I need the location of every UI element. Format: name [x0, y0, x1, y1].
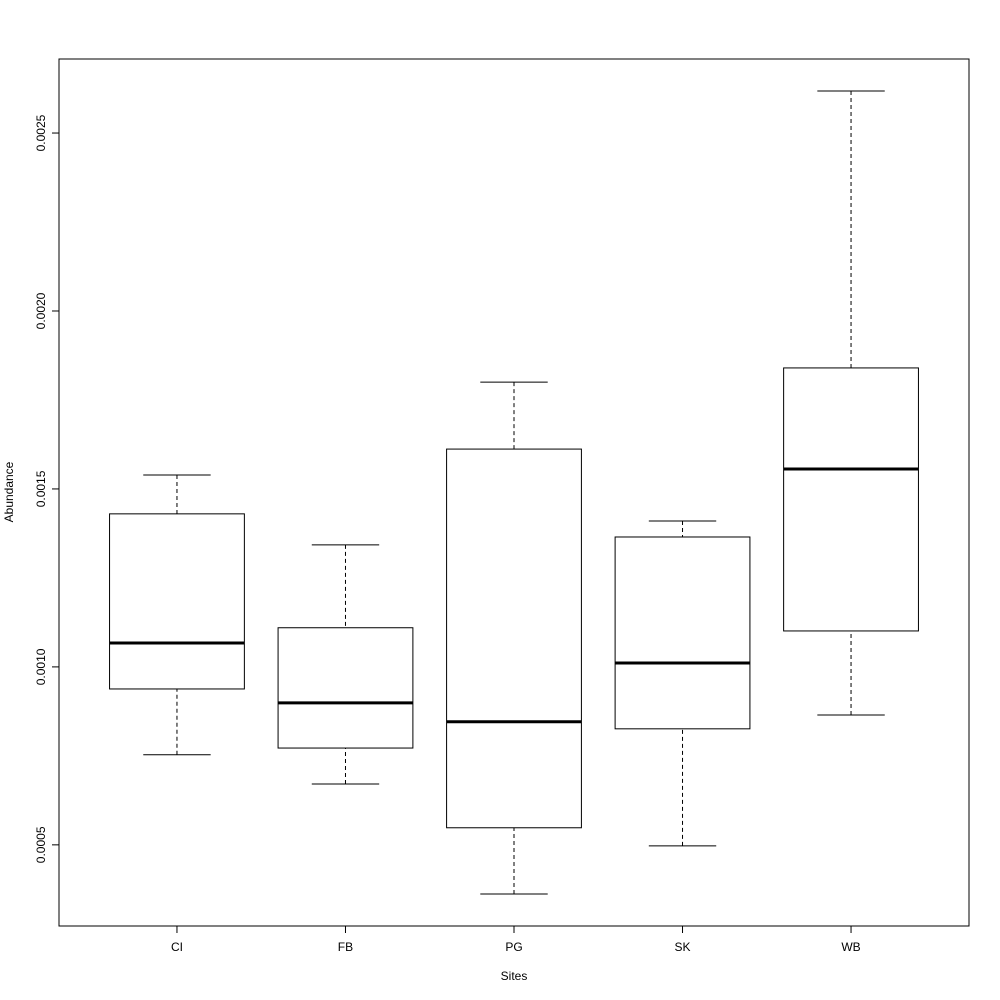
box	[614, 536, 751, 730]
y-axis-label: Abundance	[2, 461, 16, 522]
y-tick-label: 0.0025	[34, 114, 48, 151]
box	[446, 448, 582, 829]
x-tick-label: WB	[841, 940, 860, 954]
x-tick-label: FB	[338, 940, 353, 954]
box	[783, 367, 919, 632]
y-tick-label: 0.0015	[34, 470, 48, 507]
y-tick-label: 0.0020	[34, 292, 48, 329]
x-tick-label: CI	[171, 940, 183, 954]
box	[277, 627, 414, 749]
x-tick-label: SK	[675, 940, 691, 954]
x-axis-label: Sites	[501, 969, 528, 983]
y-tick-label: 0.0010	[34, 648, 48, 685]
box	[109, 513, 245, 690]
x-tick-label: PG	[505, 940, 522, 954]
y-tick-label: 0.0005	[34, 826, 48, 863]
